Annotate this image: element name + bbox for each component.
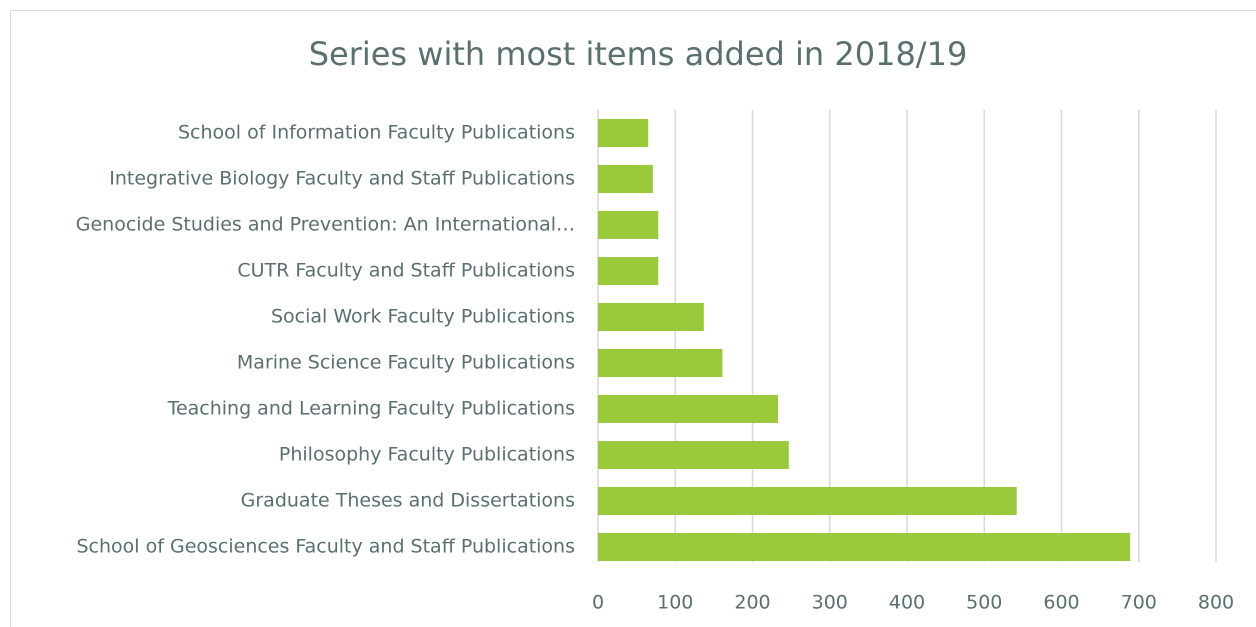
bar — [598, 165, 653, 193]
y-tick-label: Philosophy Faculty Publications — [279, 444, 575, 466]
x-tick-label: 0 — [592, 592, 604, 614]
bar — [598, 303, 704, 331]
y-tick-label: Marine Science Faculty Publications — [237, 352, 575, 374]
x-tick-label: 500 — [966, 592, 1002, 614]
y-tick-label: Integrative Biology Faculty and Staff Pu… — [109, 168, 575, 190]
y-tick-label: Social Work Faculty Publications — [271, 306, 575, 328]
x-tick-label: 300 — [812, 592, 848, 614]
x-tick-label: 100 — [657, 592, 693, 614]
x-tick-label: 400 — [889, 592, 925, 614]
bar — [598, 441, 789, 469]
y-tick-label: Graduate Theses and Dissertations — [241, 490, 575, 512]
chart-title: Series with most items added in 2018/19 — [309, 35, 968, 73]
bar — [598, 211, 659, 239]
bar — [598, 395, 778, 423]
x-tick-label: 600 — [1043, 592, 1079, 614]
x-tick-label: 700 — [1121, 592, 1157, 614]
y-tick-label: School of Geosciences Faculty and Staff … — [77, 536, 576, 558]
bar — [598, 533, 1131, 561]
bar — [598, 349, 723, 377]
y-tick-label: CUTR Faculty and Staff Publications — [237, 260, 575, 282]
bar — [598, 487, 1017, 515]
x-tick-label: 200 — [734, 592, 770, 614]
bar — [598, 119, 649, 147]
bar — [598, 257, 659, 285]
y-tick-label: Teaching and Learning Faculty Publicatio… — [167, 398, 575, 420]
y-tick-label: School of Information Faculty Publicatio… — [178, 122, 575, 144]
y-tick-label: Genocide Studies and Prevention: An Inte… — [76, 214, 575, 236]
x-tick-label: 800 — [1198, 592, 1234, 614]
